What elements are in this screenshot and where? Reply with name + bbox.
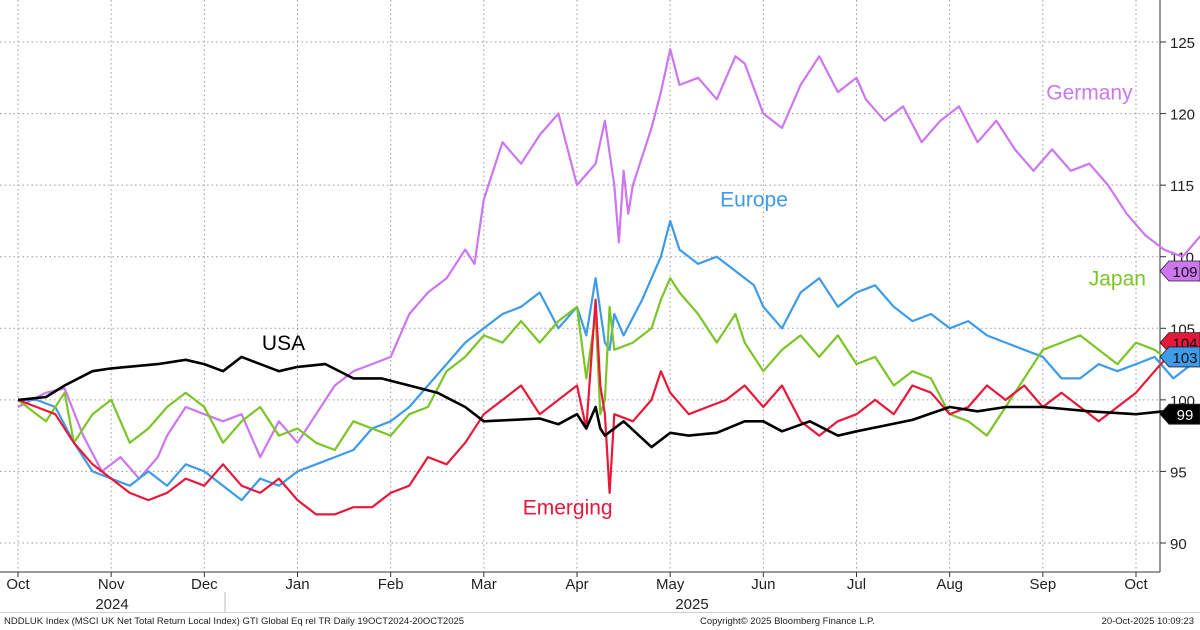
end-tag-label: 103 — [1172, 350, 1197, 367]
y-tick-label: 120 — [1170, 107, 1195, 124]
y-tick-label: 95 — [1170, 464, 1187, 481]
x-tick-label: Apr — [565, 576, 588, 593]
x-tick-label: Feb — [378, 576, 404, 593]
chart-footer: NDDLUK Index (MSCI UK Net Total Return L… — [0, 612, 1200, 630]
annotation-japan: Japan — [1089, 267, 1146, 290]
x-tick-label: Jan — [285, 576, 309, 593]
y-tick-label: 125 — [1170, 35, 1195, 52]
x-tick-label: Aug — [936, 576, 963, 593]
annotation-usa: USA — [262, 332, 305, 355]
x-tick-label: Oct — [6, 576, 30, 593]
x-tick-label: Dec — [191, 576, 218, 593]
plot-area — [0, 0, 1160, 572]
end-tag-label: 99 — [1177, 407, 1194, 424]
x-tick-label: Jun — [751, 576, 775, 593]
x-tick-label: Mar — [471, 576, 497, 593]
annotation-emerging: Emerging — [523, 496, 613, 519]
x-tick-label: May — [656, 576, 685, 593]
footer-timestamp: 20-Oct-2025 10:09:23 — [1101, 616, 1194, 627]
x-tick-label: Jul — [847, 576, 866, 593]
y-tick-label: 90 — [1170, 536, 1187, 553]
end-tag-germany: 109 — [1159, 260, 1200, 282]
end-tag-europe: 103 — [1159, 346, 1200, 368]
series-line-europe — [18, 219, 1200, 502]
end-tag-label: 109 — [1172, 264, 1197, 281]
footer-source: NDDLUK Index (MSCI UK Net Total Return L… — [4, 616, 465, 627]
footer-copyright: Copyright© 2025 Bloomberg Finance L.P. — [700, 616, 875, 627]
x-tick-label: Sep — [1029, 576, 1056, 593]
series-line-germany — [17, 48, 1200, 480]
series-line-emerging — [17, 298, 1200, 516]
end-tag-usa: 99 — [1159, 403, 1200, 425]
x-year-label: 2024 — [95, 596, 128, 612]
annotation-europe: Europe — [720, 189, 788, 212]
end-tag-shape — [1159, 403, 1200, 425]
series-line-usa — [17, 355, 1200, 449]
end-tag-shape — [1159, 260, 1200, 282]
end-tag-shape — [1159, 346, 1200, 368]
annotation-germany: Germany — [1046, 81, 1133, 104]
x-tick-label: Oct — [1124, 576, 1148, 593]
y-tick-label: 115 — [1170, 178, 1194, 195]
x-year-label: 2025 — [675, 596, 708, 612]
x-tick-label: Nov — [98, 576, 125, 593]
